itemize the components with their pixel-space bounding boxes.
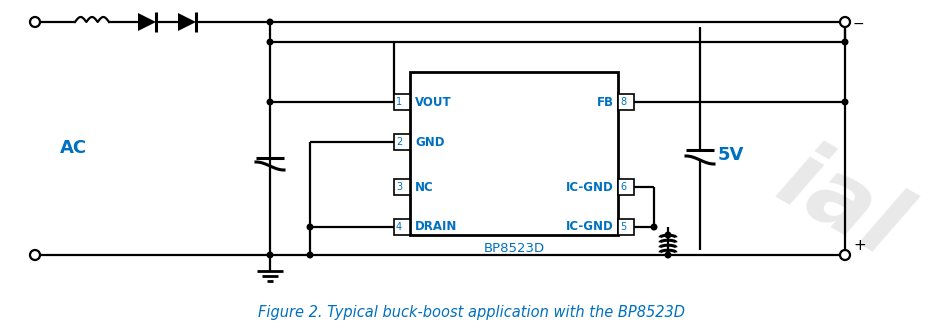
- Text: Figure 2. Typical buck-boost application with the BP8523D: Figure 2. Typical buck-boost application…: [257, 306, 685, 321]
- Bar: [394, 219, 410, 235]
- Text: FB: FB: [597, 95, 614, 109]
- Circle shape: [306, 223, 313, 230]
- Text: 6: 6: [620, 182, 626, 192]
- Text: VOUT: VOUT: [415, 95, 452, 109]
- Text: BP8523D: BP8523D: [484, 243, 544, 256]
- Text: AC: AC: [60, 139, 87, 157]
- Circle shape: [30, 17, 40, 27]
- Text: 8: 8: [620, 97, 626, 107]
- Circle shape: [840, 250, 850, 260]
- Circle shape: [841, 39, 849, 46]
- Polygon shape: [178, 13, 196, 31]
- Bar: [410, 72, 618, 235]
- Text: 5: 5: [620, 222, 626, 232]
- Circle shape: [30, 250, 40, 260]
- Bar: [394, 134, 410, 150]
- Circle shape: [267, 98, 273, 106]
- Text: NC: NC: [415, 181, 434, 194]
- Bar: [394, 94, 410, 110]
- Text: IC-GND: IC-GND: [566, 220, 614, 233]
- Circle shape: [267, 39, 273, 46]
- Bar: [618, 219, 634, 235]
- Circle shape: [665, 252, 671, 259]
- Text: 4: 4: [396, 222, 402, 232]
- Circle shape: [665, 231, 671, 239]
- Circle shape: [841, 98, 849, 106]
- Circle shape: [267, 18, 273, 25]
- Text: −: −: [853, 17, 865, 31]
- Text: ial: ial: [761, 133, 918, 277]
- Text: 3: 3: [396, 182, 402, 192]
- Text: 1: 1: [396, 97, 402, 107]
- Text: +: +: [853, 238, 866, 253]
- Text: GND: GND: [415, 135, 444, 148]
- Bar: [618, 94, 634, 110]
- Text: 2: 2: [396, 137, 403, 147]
- Circle shape: [651, 223, 657, 230]
- Text: IC-GND: IC-GND: [566, 181, 614, 194]
- Circle shape: [306, 252, 313, 259]
- Bar: [618, 179, 634, 195]
- Circle shape: [840, 17, 850, 27]
- Bar: [394, 179, 410, 195]
- Polygon shape: [138, 13, 156, 31]
- Text: 5V: 5V: [718, 146, 744, 164]
- Circle shape: [267, 252, 273, 259]
- Text: DRAIN: DRAIN: [415, 220, 457, 233]
